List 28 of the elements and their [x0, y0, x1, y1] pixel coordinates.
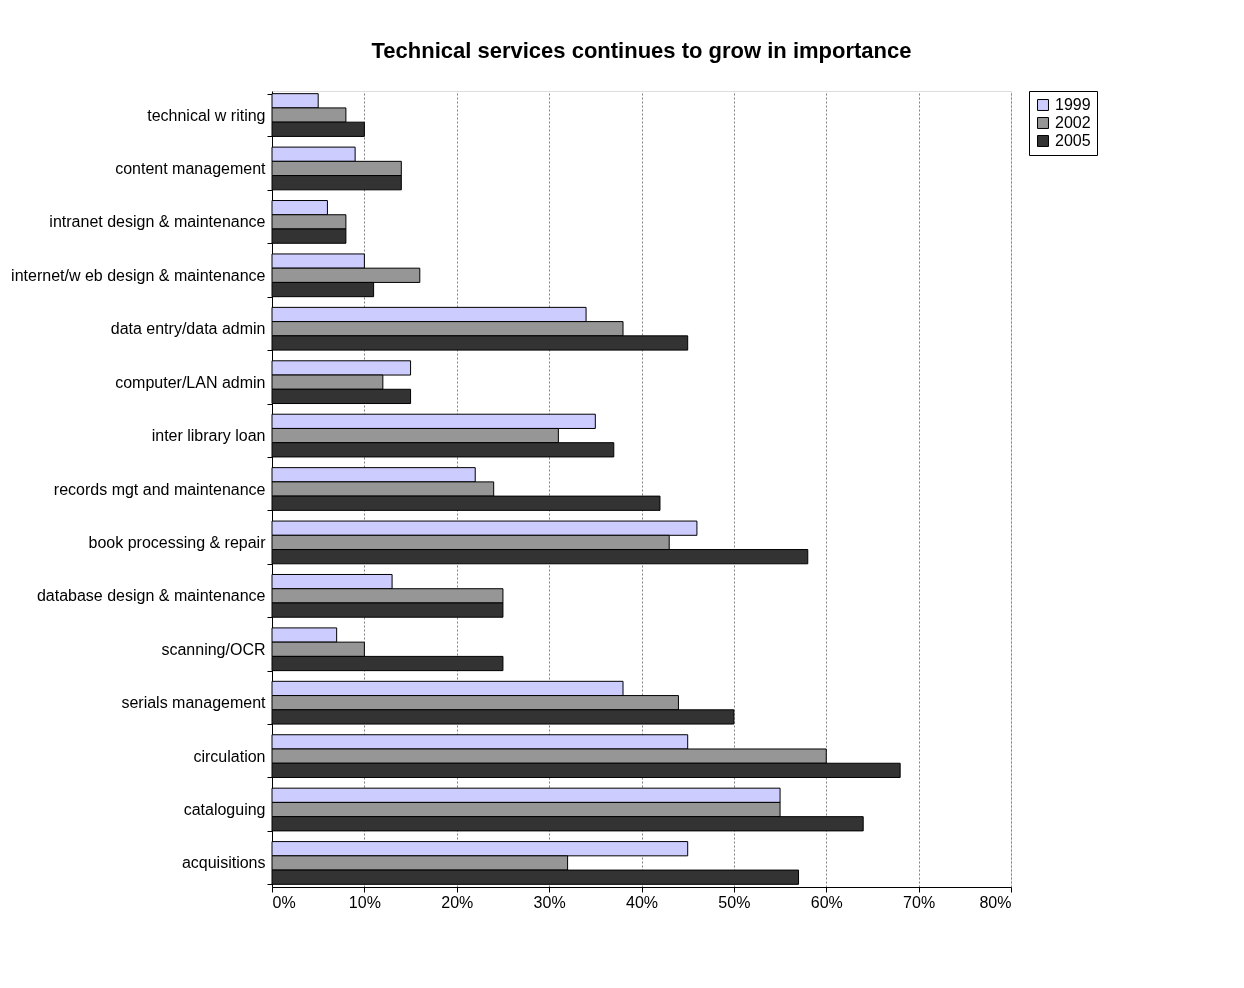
- y-tick-label: database design & maintenance: [36, 587, 266, 605]
- y-tick-label: scanning/OCR: [161, 640, 266, 658]
- y-tick-label: acquisitions: [181, 854, 266, 872]
- x-tick-label: 80%: [979, 893, 1012, 911]
- y-tick-label: inter library loan: [151, 427, 266, 445]
- y-tick-label: data entry/data admin: [110, 320, 266, 338]
- x-tick-label: 20%: [441, 893, 474, 911]
- x-tick-label: 40%: [625, 893, 659, 911]
- chart-title: Technical services continues to grow in importance: [371, 38, 912, 63]
- y-tick-label: cataloguing: [183, 801, 266, 819]
- y-tick-label: serials management: [121, 694, 267, 712]
- y-tick-label: computer/LAN admin: [115, 373, 266, 391]
- y-tick-label: book processing & repair: [88, 533, 267, 551]
- y-tick-label: intranet design & maintenance: [49, 213, 266, 231]
- x-tick-label: 30%: [533, 893, 566, 911]
- y-tick-label: content management: [115, 159, 267, 177]
- x-tick-label: 10%: [348, 893, 381, 911]
- x-tick-label: 70%: [903, 893, 936, 911]
- x-tick-label: 60%: [810, 893, 843, 911]
- legend-label: 2005: [1055, 132, 1091, 149]
- legend-label: 1999: [1055, 96, 1091, 113]
- legend-label: 2002: [1055, 114, 1091, 131]
- y-tick-label: records mgt and maintenance: [53, 480, 266, 498]
- y-tick-label: technical w riting: [147, 106, 266, 124]
- x-tick-label: 0%: [272, 893, 296, 911]
- y-tick-label: circulation: [193, 747, 266, 765]
- y-tick-label: internet/w eb design & maintenance: [11, 266, 266, 284]
- x-tick-label: 50%: [718, 893, 751, 911]
